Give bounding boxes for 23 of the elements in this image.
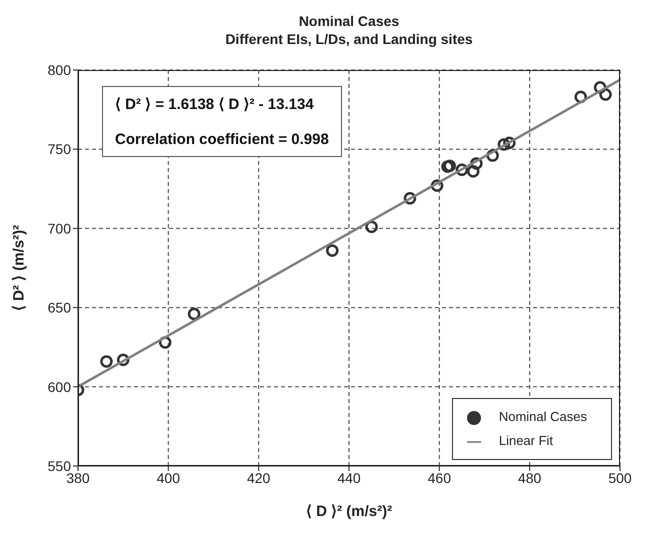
y-tick-label: 800 xyxy=(48,62,72,78)
point xyxy=(188,308,200,320)
legend-label: Nominal Cases xyxy=(498,409,587,424)
chart-title: Nominal Cases xyxy=(298,12,400,30)
y-tick-label: 600 xyxy=(48,378,72,395)
y-tick-label: 650 xyxy=(48,300,72,316)
x-tick-label: 460 xyxy=(428,470,452,486)
annotation: Correlation coefficient = 0.998 xyxy=(115,131,329,148)
chart-subtitle: Different EIs, L/Ds, and Landing sites xyxy=(224,30,474,48)
x-axis-title: ⟨ D ⟩² (m/s²)² xyxy=(306,503,392,520)
y-tick-label: 750 xyxy=(48,141,72,158)
point xyxy=(100,355,113,368)
y-axis-title: ⟨ D² ⟩ (m/s²)² xyxy=(10,224,28,312)
y-tick-label: 700 xyxy=(48,220,72,236)
x-tick-label: 500 xyxy=(608,470,632,486)
point xyxy=(326,244,339,257)
annotation: ⟨ D² ⟩ = 1.6138 ⟨ D ⟩² - 13.134 xyxy=(115,95,315,113)
x-tick-label: 480 xyxy=(518,470,542,486)
x-tick-label: 420 xyxy=(246,470,271,486)
legend-label: Linear Fit xyxy=(498,433,554,448)
x-tick-label: 440 xyxy=(337,470,361,486)
point xyxy=(466,165,480,178)
x-tick-label: 400 xyxy=(156,470,180,486)
